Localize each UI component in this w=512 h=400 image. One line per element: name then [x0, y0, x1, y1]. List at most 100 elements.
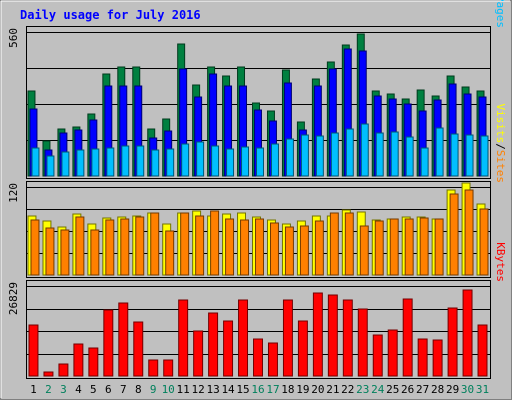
bar-sites-day-2	[45, 227, 55, 276]
bar-kbytes-day-17	[267, 342, 278, 377]
panel-visits: 120 Visits/Sites	[7, 104, 507, 278]
day-label: 2	[45, 383, 52, 396]
bar-pages-day-17	[270, 143, 279, 177]
bar-sites-day-29	[449, 193, 459, 276]
bar-sites-day-11	[180, 212, 190, 276]
bar-pages-day-22	[345, 128, 354, 177]
y-axis-label-part: Pages	[494, 0, 507, 28]
day-label: 13	[206, 383, 219, 396]
y-axis-label-part: Sites	[494, 150, 507, 183]
bar-sites-day-19	[299, 225, 309, 276]
bar-kbytes-day-6	[103, 309, 114, 377]
bar-sites-day-22	[344, 212, 354, 276]
bar-kbytes-day-30	[462, 289, 473, 377]
day-label: 11	[177, 383, 190, 396]
bar-sites-day-15	[240, 219, 250, 276]
y-axis-label-kbytes: KBytes	[494, 242, 507, 282]
bar-sites-day-17	[269, 222, 279, 276]
bar-pages-day-5	[91, 148, 100, 177]
bar-sites-day-23	[359, 225, 369, 276]
bar-kbytes-day-5	[88, 347, 99, 377]
bar-kbytes-day-14	[223, 320, 234, 377]
day-label: 27	[416, 383, 429, 396]
bar-pages-day-18	[285, 138, 294, 177]
day-label: 14	[221, 383, 235, 396]
bar-pages-day-29	[450, 133, 459, 177]
bar-sites-day-9	[150, 212, 160, 276]
bar-sites-day-14	[225, 218, 235, 276]
day-label: 7	[120, 383, 127, 396]
bar-pages-day-12	[196, 141, 205, 177]
day-label: 23	[356, 383, 369, 396]
bar-pages-day-3	[61, 151, 70, 177]
bar-kbytes-day-9	[148, 359, 159, 377]
bar-pages-day-23	[360, 123, 369, 177]
bar-sites-day-8	[135, 216, 145, 276]
bar-sites-day-31	[479, 208, 489, 276]
bar-pages-day-20	[315, 135, 324, 177]
y-axis-label-part: KBytes	[494, 242, 507, 282]
bar-pages-day-27	[420, 147, 429, 177]
bar-sites-day-30	[464, 189, 474, 276]
bar-pages-day-4	[76, 149, 85, 177]
bar-kbytes-day-15	[238, 299, 249, 377]
bar-sites-day-1	[30, 219, 40, 276]
bar-pages-day-25	[390, 131, 399, 177]
bar-kbytes-day-3	[58, 363, 69, 377]
bar-sites-day-7	[120, 218, 130, 276]
bar-sites-day-18	[284, 226, 294, 276]
bar-kbytes-day-31	[477, 324, 488, 377]
bar-pages-day-21	[330, 132, 339, 177]
chart-panels: 560 Hits/Files/Pages 120 Visits/Sites 26829 K…	[7, 0, 507, 379]
bar-pages-day-8	[136, 145, 145, 177]
day-label: 1	[30, 383, 37, 396]
y-max-label-visits: 120	[7, 183, 20, 203]
bar-sites-day-28	[434, 218, 444, 276]
bar-pages-day-6	[106, 147, 115, 177]
day-label: 9	[150, 383, 157, 396]
bar-pages-day-9	[151, 149, 160, 177]
bar-kbytes-day-8	[133, 321, 144, 377]
bar-pages-day-30	[465, 134, 474, 177]
bar-kbytes-day-29	[447, 307, 458, 377]
day-label: 3	[60, 383, 67, 396]
day-label: 10	[162, 383, 175, 396]
bar-kbytes-day-28	[432, 339, 443, 377]
bar-pages-day-15	[241, 146, 250, 177]
bar-sites-day-25	[389, 218, 399, 276]
bar-pages-day-11	[181, 143, 190, 177]
day-label: 5	[90, 383, 97, 396]
bar-sites-day-20	[314, 220, 324, 276]
bar-sites-day-16	[255, 218, 264, 276]
bar-sites-day-6	[105, 219, 115, 276]
bar-pages-day-19	[300, 134, 309, 177]
day-label: 20	[311, 383, 324, 396]
day-label: 4	[75, 383, 82, 396]
day-label: 22	[341, 383, 354, 396]
day-label: 24	[371, 383, 385, 396]
day-label: 19	[296, 383, 309, 396]
bar-sites-day-10	[165, 230, 175, 276]
bar-kbytes-day-27	[417, 338, 428, 377]
bar-kbytes-day-23	[357, 308, 368, 377]
day-label: 31	[476, 383, 489, 396]
bar-pages-day-28	[435, 127, 444, 177]
bar-pages-day-1	[31, 147, 40, 177]
bar-pages-day-24	[375, 132, 384, 177]
bar-kbytes-day-13	[208, 312, 219, 377]
bar-sites-day-13	[210, 210, 220, 276]
bar-kbytes-day-10	[163, 359, 174, 377]
bar-pages-day-16	[256, 147, 264, 177]
y-axis-label-part: /	[494, 143, 507, 150]
bar-kbytes-day-11	[178, 299, 189, 377]
bar-sites-day-5	[90, 229, 100, 276]
day-label: 29	[446, 383, 459, 396]
y-axis-label-visits: Visits/Sites	[494, 104, 507, 184]
bar-sites-day-3	[60, 229, 70, 276]
bar-pages-day-31	[480, 135, 489, 177]
y-axis-label-part: Visits	[494, 104, 507, 144]
bar-kbytes-day-7	[118, 302, 129, 377]
day-label: 21	[326, 383, 339, 396]
bar-sites-day-24	[374, 220, 384, 276]
day-label: 28	[431, 383, 444, 396]
